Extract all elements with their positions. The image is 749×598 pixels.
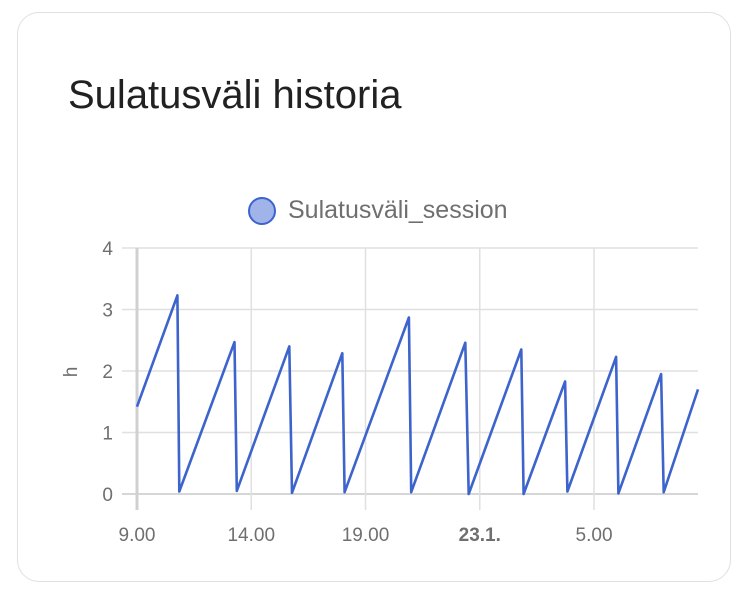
x-tick-label: 14.00 <box>227 525 275 546</box>
y-tick-label: 0 <box>102 485 113 506</box>
y-tick-label: 3 <box>102 301 113 322</box>
x-tick-label: 19.00 <box>342 525 390 546</box>
y-tick-label: 2 <box>102 362 113 383</box>
series-line-sulatusvali-session <box>135 294 700 496</box>
legend-item[interactable]: Sulatusväli_session <box>248 196 508 225</box>
legend-label: Sulatusväli_session <box>288 196 508 224</box>
x-tick-label: 23.1. <box>459 525 501 546</box>
y-tick-label: 4 <box>102 239 113 260</box>
legend-swatch <box>248 196 276 225</box>
x-tick-label: 5.00 <box>576 525 613 546</box>
card-title: Sulatusväli historia <box>68 73 402 117</box>
x-tick-label: 9.00 <box>119 525 156 546</box>
y-tick-label: 1 <box>102 424 113 445</box>
y-axis-label: h <box>61 367 82 378</box>
